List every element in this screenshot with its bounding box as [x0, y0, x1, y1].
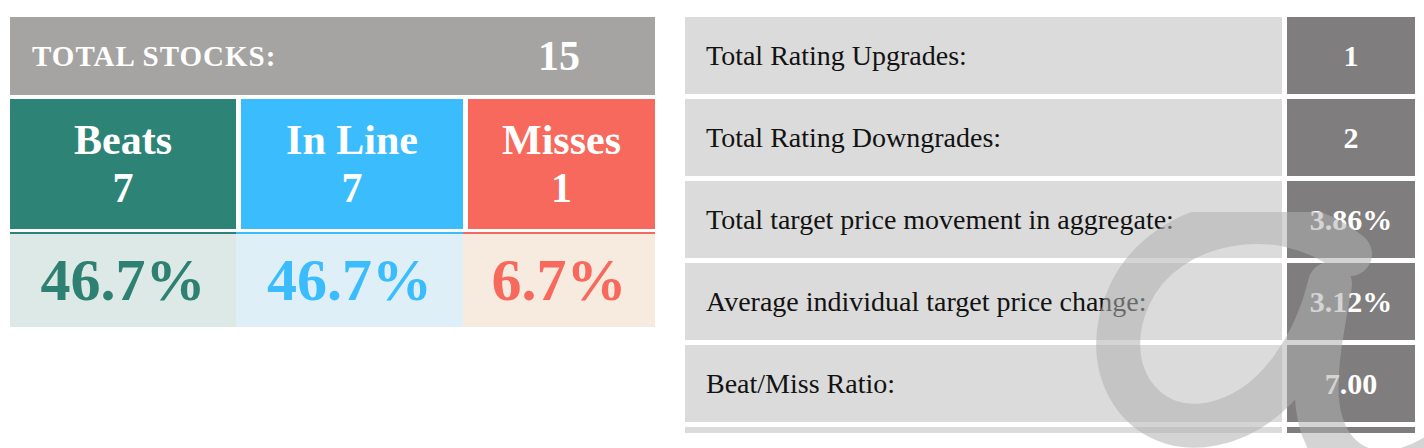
beats-count: 7 [113, 164, 134, 212]
row-value: 2 [1287, 99, 1415, 176]
total-stocks-label: TOTAL STOCKS: [10, 40, 463, 73]
row-value [1287, 427, 1415, 433]
table-row: Total Rating Upgrades: 1 [685, 17, 1415, 94]
misses-label: Misses [502, 116, 621, 164]
ratings-stats-table: Total Rating Upgrades: 1 Total Rating Do… [685, 17, 1415, 433]
row-value: 1 [1287, 17, 1415, 94]
table-row: Total Rating Downgrades: 2 [685, 99, 1415, 176]
row-label: Beat/Miss Ratio: [685, 345, 1282, 422]
table-row: Beat/Miss Ratio: 7.00 [685, 345, 1415, 422]
row-label: Total Rating Upgrades: [685, 17, 1282, 94]
row-label [685, 427, 1282, 433]
page: TOTAL STOCKS: 15 Beats 7 46.7% In Line 7… [0, 0, 1424, 448]
misses-cell: Misses 1 [463, 99, 655, 229]
beats-cell: Beats 7 [10, 99, 236, 229]
table-row: Average individual target price change: … [685, 263, 1415, 340]
row-value: 7.00 [1287, 345, 1415, 422]
column-in-line: In Line 7 46.7% [236, 99, 463, 327]
beats-label: Beats [74, 116, 172, 164]
row-label: Total Rating Downgrades: [685, 99, 1282, 176]
total-stocks-header: TOTAL STOCKS: 15 [10, 17, 655, 95]
misses-percentage: 6.7% [463, 232, 655, 327]
row-label: Total target price movement in aggregate… [685, 181, 1282, 258]
column-beats: Beats 7 46.7% [10, 99, 236, 327]
in-line-cell: In Line 7 [236, 99, 463, 229]
row-value: 3.86% [1287, 181, 1415, 258]
misses-count: 1 [551, 164, 572, 212]
total-stocks-value: 15 [463, 32, 655, 80]
row-value: 3.12% [1287, 263, 1415, 340]
column-misses: Misses 1 6.7% [463, 99, 655, 327]
row-label: Average individual target price change: [685, 263, 1282, 340]
beats-percentage: 46.7% [10, 232, 236, 327]
in-line-percentage: 46.7% [236, 232, 463, 327]
table-row-clipped [685, 427, 1415, 433]
in-line-count: 7 [342, 164, 363, 212]
table-row: Total target price movement in aggregate… [685, 181, 1415, 258]
category-columns: Beats 7 46.7% In Line 7 46.7% Misses 1 [10, 99, 655, 327]
in-line-label: In Line [286, 116, 418, 164]
earnings-scorecard-table: TOTAL STOCKS: 15 Beats 7 46.7% In Line 7… [10, 17, 655, 327]
